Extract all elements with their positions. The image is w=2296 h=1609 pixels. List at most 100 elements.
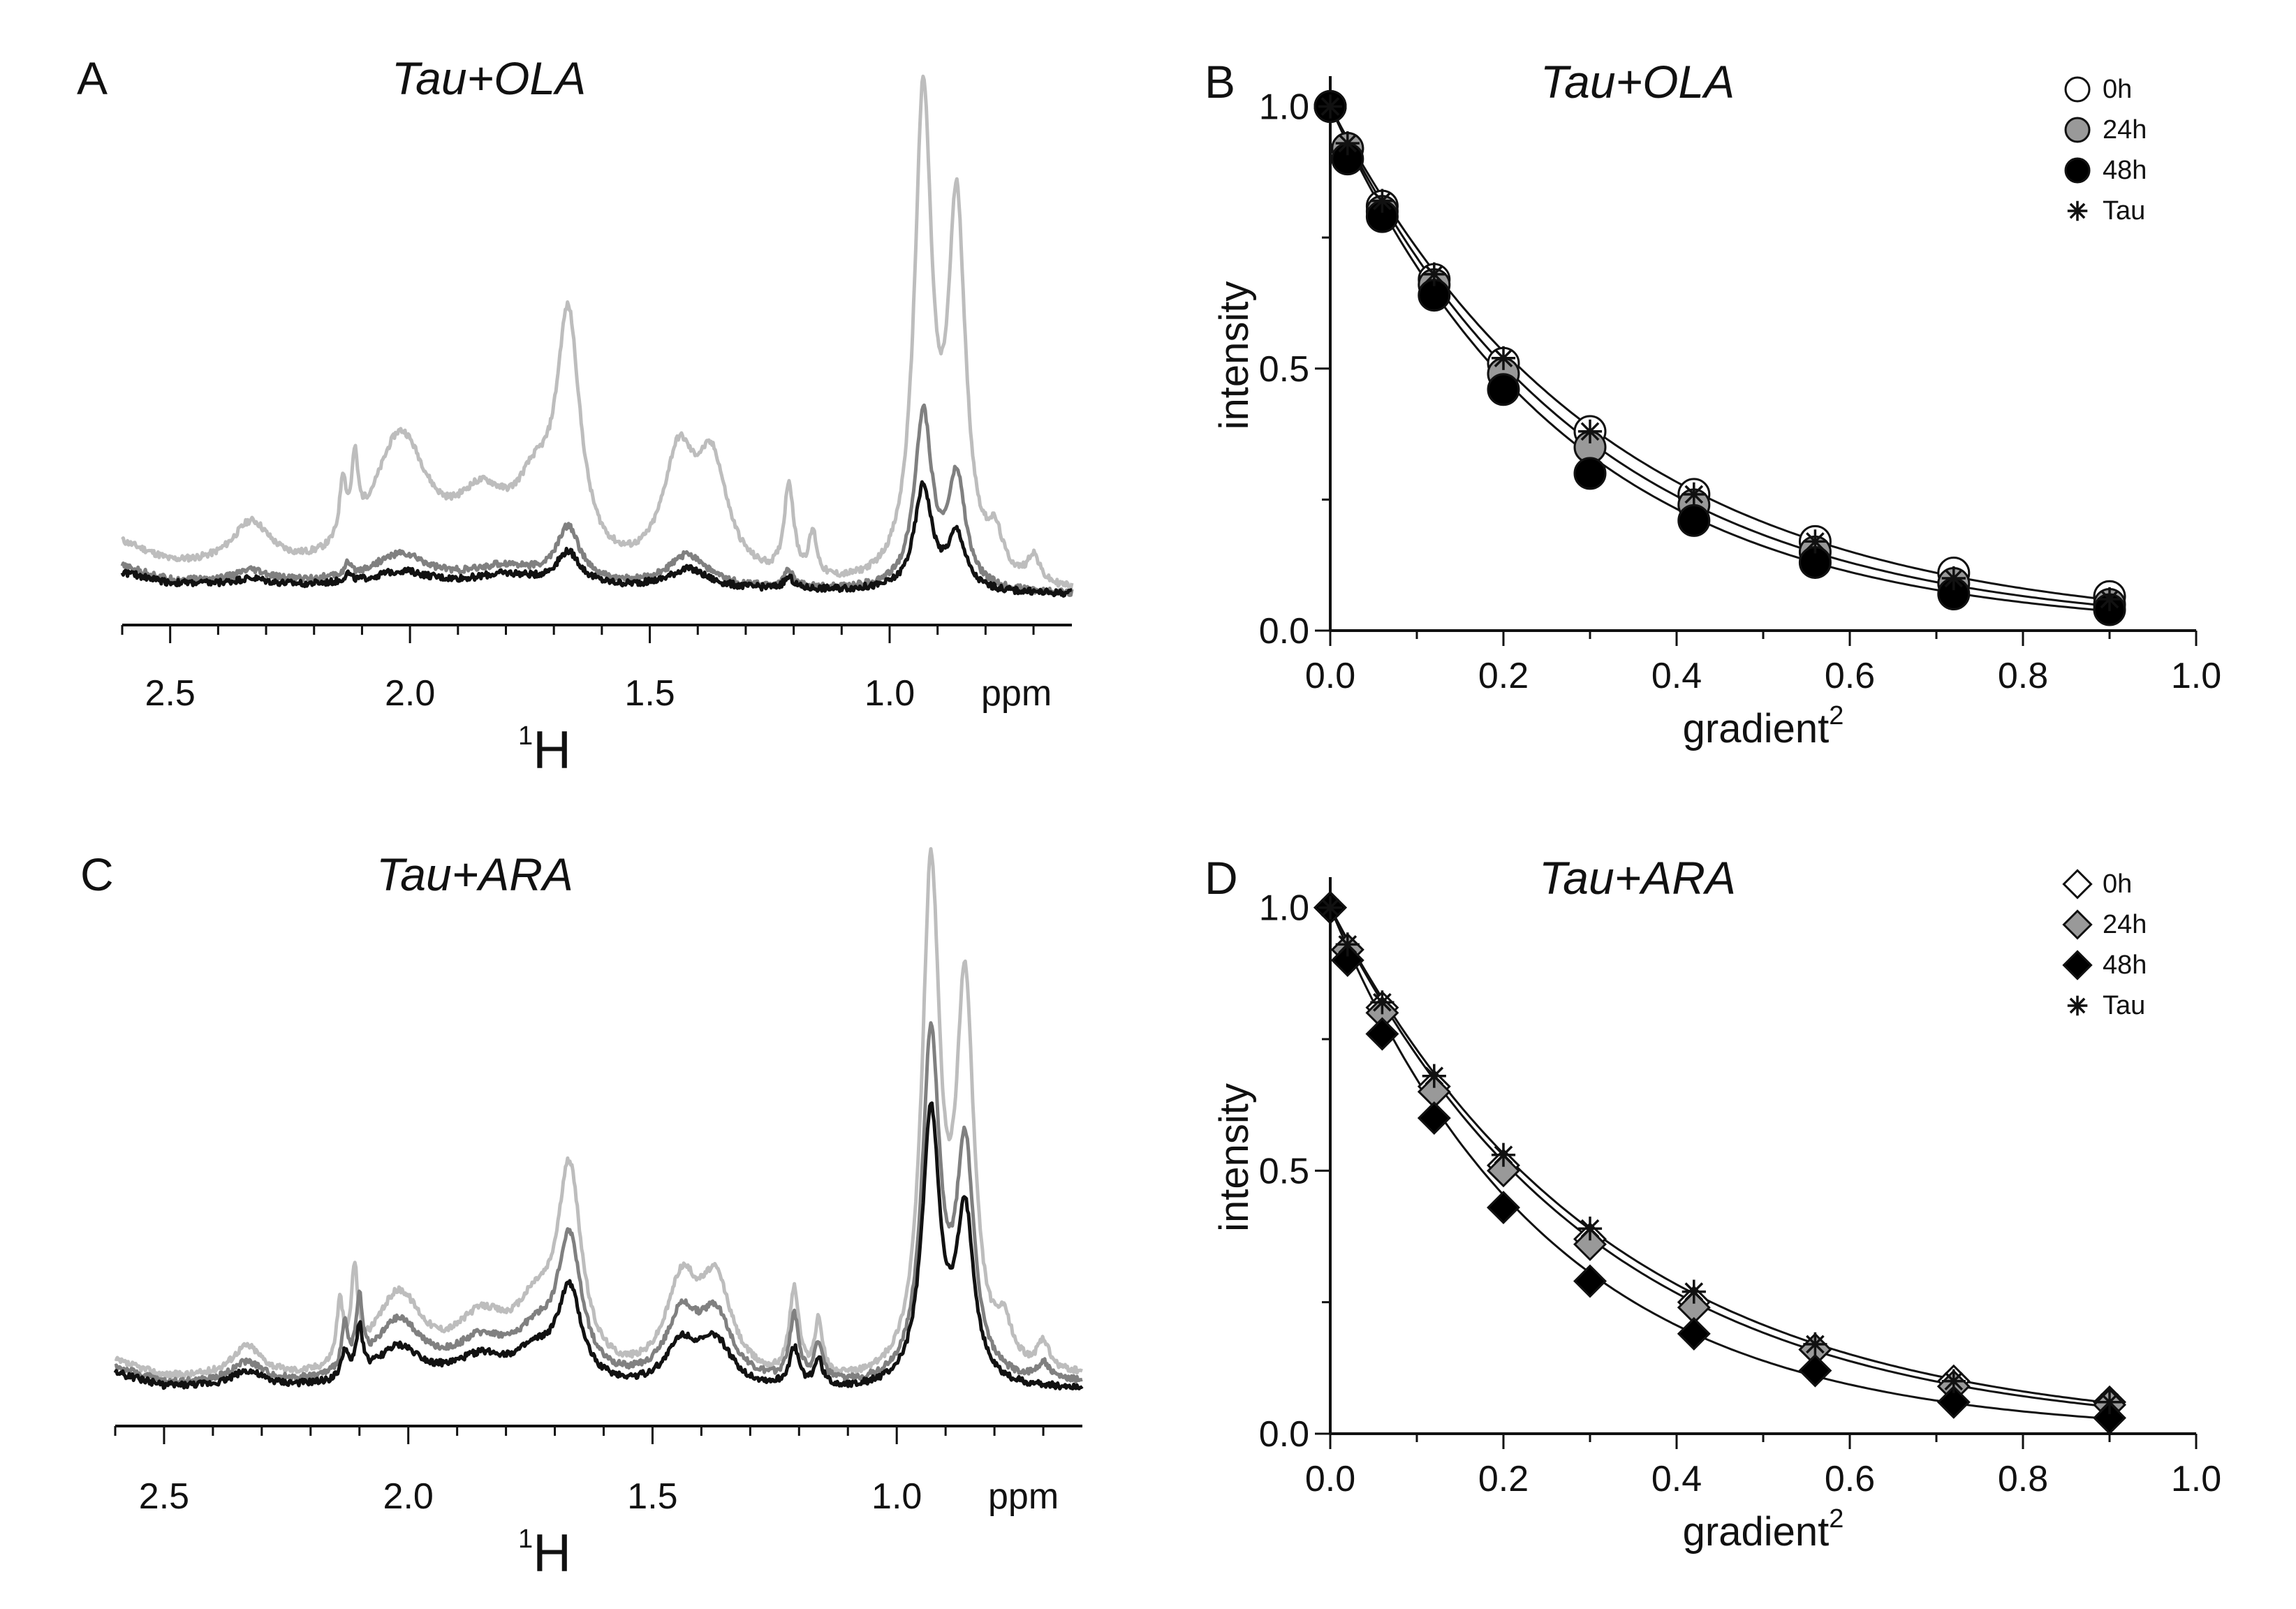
data-point-Tau (1803, 529, 1827, 554)
spectrum-48h (113, 1101, 1084, 1391)
panel-title: Tau+ARA (376, 848, 573, 900)
y-axis-label: intensity (1212, 281, 1257, 430)
panel-B: B Tau+OLA 0.0 0.2 0.4 0.6 0.8 1.0 0.0 0.5 1.0 gradi… (1205, 56, 2221, 751)
legend: 0h 24h 48h Tau (2062, 869, 2147, 1020)
legend-marker-0h (2064, 76, 2091, 103)
x-tick-label: 2.0 (385, 673, 435, 714)
data-point-Tau (1577, 1217, 1603, 1241)
y-tick-label: 0.5 (1259, 1151, 1309, 1191)
series-24h (1313, 90, 2126, 621)
x-tick-label: 0.6 (1825, 656, 1875, 696)
x-tick-label: 1.5 (627, 1476, 677, 1517)
data-point-Tau (1370, 189, 1394, 213)
x-axis-label-main: gradient (1683, 706, 1830, 751)
fit-upper (1329, 906, 2110, 1404)
spectrum-0h (114, 847, 1083, 1379)
legend-label: 24h (2103, 910, 2147, 939)
data-point-Tau (1318, 94, 1343, 119)
y-tick-label: 1.0 (1259, 87, 1309, 128)
panel-letter: B (1205, 56, 1235, 108)
legend-label: 48h (2103, 950, 2147, 980)
legend-label: 0h (2103, 75, 2132, 104)
data-point-Tau (1941, 1369, 1966, 1393)
data-point-Tau (1803, 1332, 1827, 1356)
data-point-48h (1417, 1101, 1451, 1135)
data-point-Tau (1491, 346, 1516, 370)
panel-letter: A (77, 52, 108, 104)
panel-title: Tau+OLA (392, 52, 586, 104)
x-axis-label-main: H (533, 1524, 571, 1583)
y-tick-label: 0.5 (1259, 349, 1309, 390)
data-point-48h (1677, 504, 1711, 537)
data-point-Tau (1335, 131, 1360, 156)
data-point-Tau (1941, 566, 1966, 591)
series-48h (1313, 90, 2126, 626)
data-point-48h (1573, 457, 1607, 490)
series-0h (1313, 90, 2126, 613)
legend-label: 24h (2103, 115, 2147, 145)
x-axis-label-sup: 2 (1829, 701, 1844, 730)
x-tick-label: 1.0 (871, 1476, 922, 1517)
legend-marker-48h (2064, 157, 2091, 184)
x-tick-label: 0.4 (1651, 1459, 1702, 1499)
x-tick-label: 2.5 (145, 673, 196, 714)
data-point-Tau (1681, 482, 1706, 506)
fit-upper (1329, 105, 2110, 601)
data-point-48h (1487, 373, 1520, 406)
x-tick-label: 0.2 (1478, 656, 1529, 696)
x-tick-label: 0.6 (1825, 1459, 1875, 1499)
spectrum-24h (120, 403, 1074, 597)
x-axis-label: 1H (518, 721, 571, 780)
x-unit-label: ppm (981, 673, 1052, 714)
y-axis-label: intensity (1212, 1083, 1257, 1232)
x-tick-label: 0.0 (1305, 656, 1355, 696)
x-tick-label: 1.0 (2171, 656, 2221, 696)
legend: 0h 24h 48h Tau (2064, 75, 2147, 226)
panel-letter: D (1205, 852, 1238, 904)
data-point-Tau (1681, 1279, 1706, 1304)
x-tick-label: 0.2 (1478, 1459, 1529, 1499)
data-point-Tau (1491, 1143, 1516, 1167)
series-Tau (1318, 94, 2122, 612)
x-tick-label: 2.5 (139, 1476, 189, 1517)
x-tick-label: 1.0 (2171, 1459, 2221, 1499)
data-point-48h (1936, 1385, 1971, 1419)
panel-C: C Tau+ARA 2.5 2.0 1.5 1.0 ppm 1H (80, 847, 1084, 1583)
legend-label: 0h (2103, 869, 2132, 899)
x-tick-label: 0.8 (1998, 656, 2048, 696)
data-point-Tau (1577, 419, 1603, 443)
panel-title: Tau+ARA (1539, 852, 1736, 904)
legend-marker-24h (2062, 909, 2093, 940)
fit-middle (1329, 907, 2110, 1408)
x-axis-label-main: gradient (1683, 1509, 1830, 1555)
fit-lower (1329, 907, 2110, 1420)
fit-middle (1329, 105, 2110, 608)
legend-marker-Tau (2067, 995, 2088, 1016)
data-point-Tau (1318, 895, 1343, 920)
panel-D: D Tau+ARA 0.0 0.2 0.4 0.6 0.8 1.0 0.0 0.5 1.0 gradi… (1205, 852, 2221, 1555)
data-point-48h (1365, 1017, 1399, 1051)
panel-letter: C (80, 848, 114, 900)
spectrum-48h (120, 480, 1073, 598)
y-tick-label: 0.0 (1259, 1414, 1309, 1455)
data-point-Tau (2097, 1390, 2122, 1414)
legend-label: 48h (2103, 156, 2147, 185)
x-axis-label-sup: 1 (518, 721, 533, 751)
x-axis-label-main: H (533, 721, 571, 780)
x-axis-label-sup: 1 (518, 1524, 533, 1554)
fit-lower (1329, 105, 2110, 612)
data-point-48h (1573, 1264, 1607, 1298)
data-point-Tau (2097, 587, 2122, 612)
x-tick-label: 1.0 (864, 673, 915, 714)
data-point-48h (1798, 1353, 1832, 1388)
data-point-48h (1677, 1316, 1711, 1351)
panel-A: A Tau+OLA 2.5 2.0 1.5 1.0 ppm 1H (77, 52, 1074, 780)
legend-label: Tau (2103, 991, 2145, 1020)
x-axis-label: gradient2 (1683, 701, 1844, 751)
x-axis-label: gradient2 (1683, 1504, 1844, 1555)
series-Tau (1318, 895, 2122, 1414)
y-tick-label: 1.0 (1259, 888, 1309, 929)
legend-label: Tau (2103, 196, 2145, 226)
legend-marker-Tau (2067, 200, 2088, 221)
